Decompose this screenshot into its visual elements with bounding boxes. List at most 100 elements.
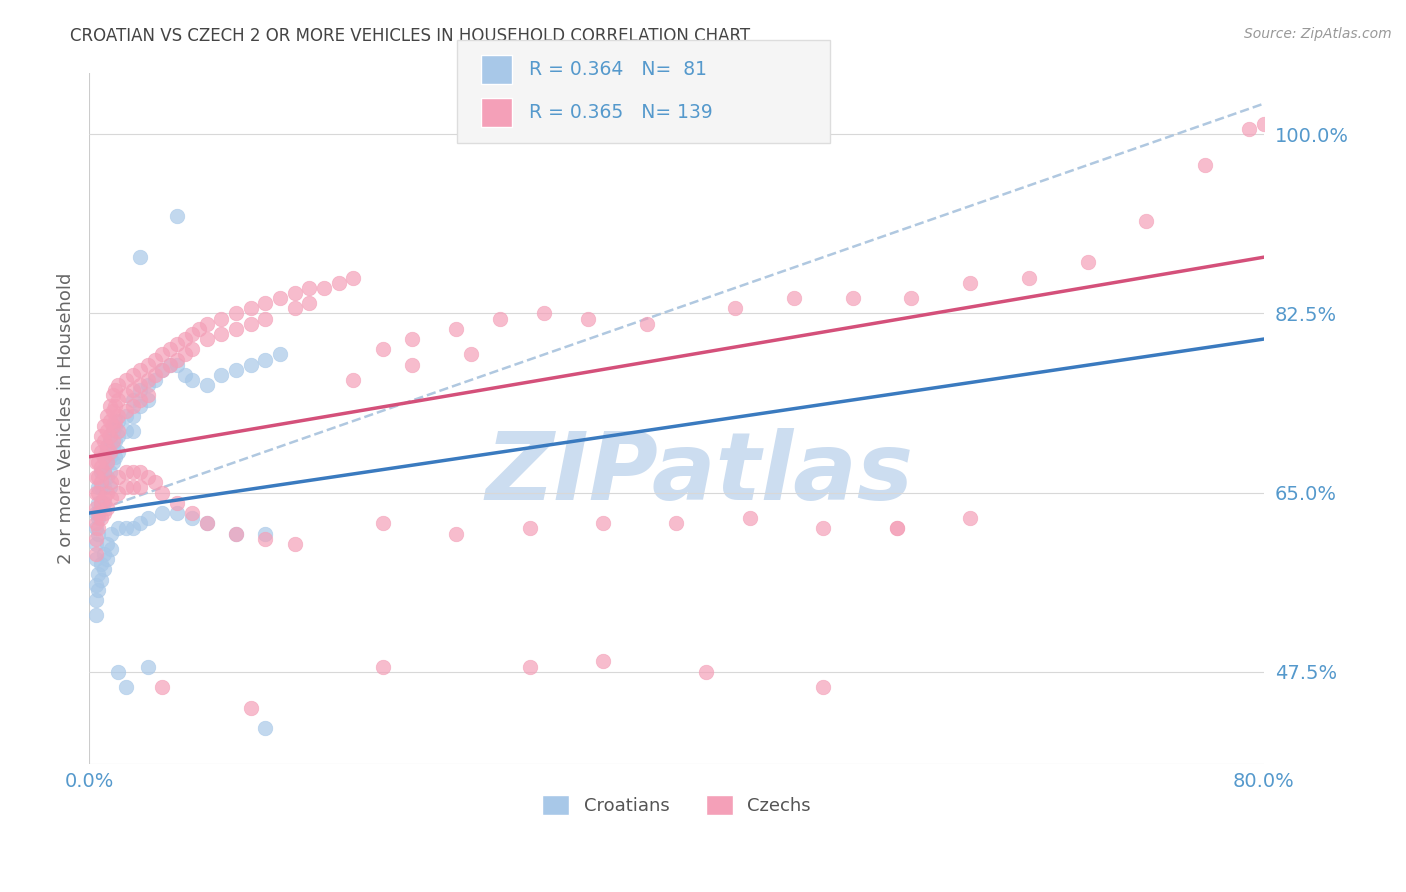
Point <box>114 388 136 402</box>
Point <box>98 465 121 479</box>
Point <box>533 306 555 320</box>
Point <box>225 306 247 320</box>
Point <box>93 491 115 505</box>
Point <box>298 296 321 310</box>
Point <box>87 567 110 582</box>
Text: ZIPatlas: ZIPatlas <box>486 427 914 520</box>
Point <box>592 516 614 531</box>
Point <box>173 368 195 382</box>
Point <box>180 326 202 341</box>
Point <box>813 521 835 535</box>
Point <box>166 352 188 367</box>
Point <box>93 506 115 520</box>
Point <box>107 485 129 500</box>
Point <box>166 337 188 351</box>
Point <box>284 767 307 781</box>
Point <box>724 301 747 316</box>
Point <box>104 419 127 434</box>
Point <box>143 368 166 382</box>
Point <box>1253 117 1275 131</box>
Point <box>342 373 364 387</box>
Point <box>104 384 127 398</box>
Point <box>180 343 202 357</box>
Point <box>90 481 112 495</box>
Point <box>129 363 152 377</box>
Point <box>87 440 110 454</box>
Text: Source: ZipAtlas.com: Source: ZipAtlas.com <box>1244 27 1392 41</box>
Point <box>98 481 121 495</box>
Point <box>254 296 277 310</box>
Point <box>152 363 174 377</box>
Point <box>576 311 599 326</box>
Point <box>900 291 922 305</box>
Point <box>254 526 277 541</box>
Point <box>180 506 202 520</box>
Point <box>122 409 145 423</box>
Point <box>342 270 364 285</box>
Point <box>86 593 108 607</box>
Point <box>959 511 981 525</box>
Point <box>101 440 124 454</box>
Point <box>114 465 136 479</box>
Point <box>444 322 467 336</box>
Point <box>86 455 108 469</box>
Point <box>592 655 614 669</box>
Point <box>100 491 122 505</box>
Point <box>122 424 145 438</box>
Point <box>225 322 247 336</box>
Point <box>460 347 482 361</box>
Text: R = 0.364   N=  81: R = 0.364 N= 81 <box>529 60 707 78</box>
Point <box>173 347 195 361</box>
Point <box>312 281 335 295</box>
Point <box>143 373 166 387</box>
Point <box>122 521 145 535</box>
Point <box>159 358 181 372</box>
Point <box>98 434 121 449</box>
Point <box>87 506 110 520</box>
Point <box>86 552 108 566</box>
Point <box>129 393 152 408</box>
Point <box>143 475 166 490</box>
Point <box>143 352 166 367</box>
Point <box>90 496 112 510</box>
Point <box>86 506 108 520</box>
Point <box>1018 270 1040 285</box>
Point <box>87 526 110 541</box>
Point <box>101 419 124 434</box>
Point <box>1237 122 1260 136</box>
Point <box>129 516 152 531</box>
Point <box>129 384 152 398</box>
Point <box>86 500 108 515</box>
Point <box>96 424 118 438</box>
Point <box>90 511 112 525</box>
Point <box>87 481 110 495</box>
Text: CROATIAN VS CZECH 2 OR MORE VEHICLES IN HOUSEHOLD CORRELATION CHART: CROATIAN VS CZECH 2 OR MORE VEHICLES IN … <box>70 27 751 45</box>
Point <box>101 424 124 438</box>
Point <box>96 440 118 454</box>
Point <box>107 665 129 679</box>
Point <box>136 470 159 484</box>
Point <box>90 558 112 572</box>
Point <box>86 521 108 535</box>
Point <box>636 317 658 331</box>
Point <box>152 506 174 520</box>
Point <box>195 516 218 531</box>
Point <box>239 317 262 331</box>
Point <box>93 465 115 479</box>
Point <box>188 322 211 336</box>
Point <box>114 409 136 423</box>
Point <box>136 378 159 392</box>
Point <box>107 393 129 408</box>
Point <box>195 516 218 531</box>
Point <box>107 429 129 443</box>
Point <box>93 481 115 495</box>
Point <box>254 352 277 367</box>
Point <box>209 311 232 326</box>
Point <box>195 317 218 331</box>
Point <box>136 393 159 408</box>
Point <box>401 358 423 372</box>
Point <box>101 434 124 449</box>
Point <box>254 532 277 546</box>
Point <box>87 485 110 500</box>
Point <box>107 378 129 392</box>
